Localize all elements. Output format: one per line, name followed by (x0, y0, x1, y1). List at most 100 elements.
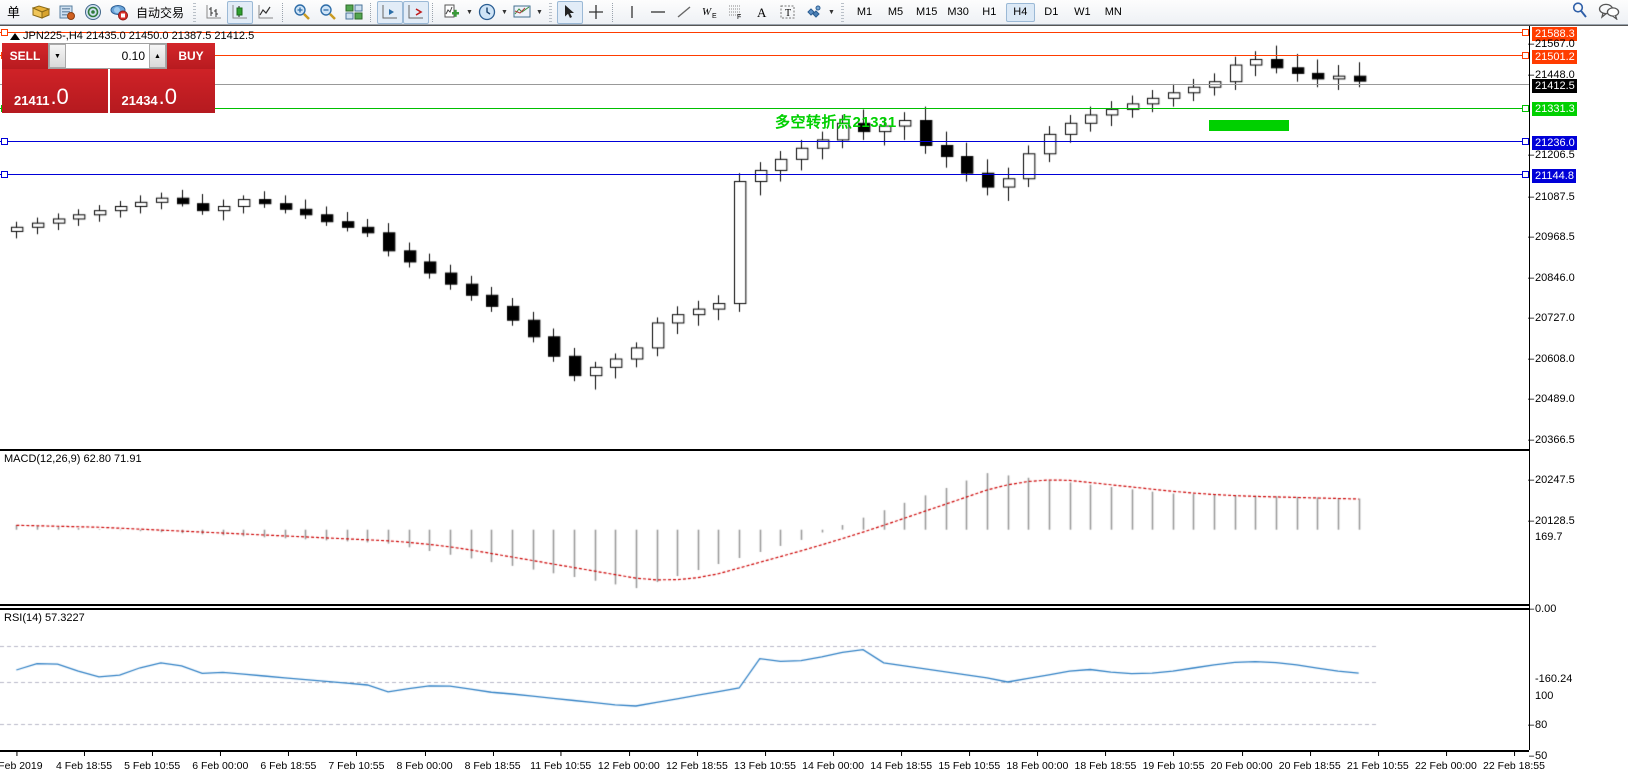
timeframe-h1[interactable]: H1 (982, 6, 997, 18)
toolbar-gripper-2[interactable] (547, 2, 555, 22)
time-axis-tick: 13 Feb 10:55 (734, 752, 796, 772)
level-handle-left-support-21236[interactable] (1, 138, 8, 145)
text-icon[interactable]: A (749, 1, 775, 24)
chart-shift-icon[interactable] (377, 0, 404, 24)
bar-chart-icon[interactable] (201, 1, 227, 24)
price-axis-divider (1529, 26, 1530, 750)
timeframe-w1[interactable]: W1 (1074, 6, 1091, 18)
buy-button[interactable]: BUY (167, 43, 215, 69)
trendline-icon[interactable] (671, 1, 697, 24)
timeframe-d1[interactable]: D1 (1044, 6, 1059, 18)
price-label-21236_0[interactable]: 21236.0 (1532, 136, 1577, 150)
templates-chevron-down-icon[interactable]: ▼ (536, 8, 543, 16)
price-label-21144_8[interactable]: 21144.8 (1532, 169, 1576, 183)
level-line-support-21236[interactable] (0, 141, 1529, 142)
sell-button[interactable]: SELL (2, 43, 48, 69)
toolbar-gripper-3[interactable] (839, 2, 847, 22)
price-label-21501_2[interactable]: 21501.2 (1532, 50, 1577, 64)
horizontal-line-icon[interactable] (645, 1, 671, 24)
time-axis-tick: 19 Feb 10:55 (1142, 752, 1205, 772)
autotrade-label[interactable]: 自动交易 (136, 5, 185, 20)
line-chart-icon[interactable] (253, 1, 279, 24)
auto-scroll-icon[interactable] (403, 0, 430, 24)
time-axis-tick: 5 Feb 10:55 (124, 752, 181, 772)
toolbar-sep-3 (432, 2, 436, 22)
timeframe-m5[interactable]: M5 (887, 6, 904, 18)
svg-text:A: A (757, 5, 767, 20)
price-label-21567_0: 21567.0 (1528, 37, 1577, 51)
volume-decrease-button[interactable]: ▼ (49, 44, 66, 68)
level-handle-left-support-21144[interactable] (1, 171, 8, 178)
zoom-out-icon[interactable] (315, 1, 341, 24)
folder-icon[interactable] (28, 1, 54, 24)
fibonacci-icon[interactable]: F (723, 1, 749, 24)
level-handle-resistance-21501[interactable] (1522, 52, 1529, 59)
label-icon[interactable]: T (775, 1, 801, 24)
price-label-20366_5: 20366.5 (1528, 433, 1577, 447)
main-price-pane[interactable] (0, 29, 1529, 445)
time-axis[interactable]: 4 Feb 2019 4 Feb 18:55 5 Feb 10:55 6 Feb 00… (0, 750, 1545, 774)
candlestick-chart-icon[interactable] (227, 0, 254, 24)
time-axis-tick: 20 Feb 00:00 (1210, 752, 1273, 772)
timeframe-m1[interactable]: M1 (856, 6, 873, 18)
one-click-trading-panel[interactable]: SELL ▼ 0.10 ▲ BUY 21411.0 21434.0 (2, 43, 215, 113)
level-line-pivot-21331[interactable] (0, 108, 1529, 109)
rsi-pane[interactable]: RSI(14) 57.3227 (0, 608, 1529, 750)
level-line-resistance-21501[interactable] (0, 55, 1529, 56)
timeframe-m15[interactable]: M15 (916, 6, 938, 18)
level-handle-support-21144[interactable] (1522, 171, 1529, 178)
indicators-chevron-down-icon[interactable]: ▼ (466, 8, 473, 16)
new-order-icon[interactable]: 单 (2, 1, 28, 24)
search-icon[interactable] (1571, 1, 1590, 23)
price-label-21331_3[interactable]: 21331.3 (1532, 102, 1577, 116)
sell-price-display[interactable]: 21411.0 (2, 69, 108, 113)
level-handle-resistance-21588[interactable] (1522, 29, 1529, 36)
timeframe-m30[interactable]: M30 (947, 6, 969, 18)
price-label-0_00: 0.00 (1528, 602, 1558, 616)
buy-price-display[interactable]: 21434.0 (107, 69, 215, 113)
period-chevron-down-icon[interactable]: ▼ (501, 8, 508, 16)
level-line-bid-line-21412[interactable] (0, 84, 1529, 85)
shapes-chevron-down-icon[interactable]: ▼ (828, 8, 835, 16)
time-axis-tick: 15 Feb 10:55 (938, 752, 1001, 772)
toolbar-gripper-1[interactable] (191, 2, 199, 22)
price-axis[interactable]: 21588.321567.021501.221448.021412.521331… (1528, 26, 1628, 762)
zoom-in-icon[interactable] (289, 1, 315, 24)
level-line-support-21144[interactable] (0, 174, 1529, 175)
price-label-21206_5: 21206.5 (1528, 148, 1577, 162)
indicators-icon[interactable] (439, 1, 465, 24)
time-axis-tick: 12 Feb 00:00 (597, 752, 660, 772)
level-line-resistance-21588[interactable] (0, 32, 1529, 33)
candlestick-canvas (0, 29, 1529, 445)
chart-area[interactable]: JPN225-,H4 21435.0 21450.0 21387.5 21412… (0, 25, 1628, 774)
shapes-icon[interactable] (801, 1, 827, 24)
volume-input[interactable]: 0.10 (66, 44, 149, 68)
templates-icon[interactable] (509, 1, 535, 24)
period-icon[interactable] (474, 1, 500, 24)
cursor-icon[interactable] (557, 0, 584, 24)
level-handle-left-resistance-21588[interactable] (1, 29, 8, 36)
crosshair-icon[interactable] (583, 1, 609, 24)
volume-stepper[interactable]: ▼ 0.10 ▲ (48, 43, 167, 69)
timeframe-mn[interactable]: MN (1104, 6, 1122, 18)
macd-pane[interactable]: MACD(12,26,9) 62.80 71.91 (0, 449, 1529, 606)
news-icon[interactable] (54, 1, 80, 24)
price-label-169_7: 169.7 (1535, 531, 1563, 543)
time-axis-tick: 7 Feb 10:55 (328, 752, 385, 772)
symbol-info-bar: JPN225-,H4 21435.0 21450.0 21387.5 21412… (10, 30, 254, 42)
autotrade-icon[interactable] (106, 1, 132, 24)
chat-icon[interactable] (1598, 2, 1620, 23)
tile-windows-icon[interactable] (341, 1, 367, 24)
level-handle-support-21236[interactable] (1522, 138, 1529, 145)
price-label-20727_0: 20727.0 (1528, 311, 1577, 325)
timeframe-h4[interactable]: H4 (1005, 2, 1035, 22)
price-label-21412_5[interactable]: 21412.5 (1532, 79, 1577, 93)
price-label-_160_24: -160.24 (1535, 673, 1573, 685)
macd-label: MACD(12,26,9) 62.80 71.91 (4, 453, 142, 465)
signals-icon[interactable] (80, 1, 106, 24)
vertical-line-icon[interactable] (619, 1, 645, 24)
level-handle-pivot-21331[interactable] (1522, 105, 1529, 112)
volume-increase-button[interactable]: ▲ (149, 44, 166, 68)
chart-annotation-label[interactable]: 多空转折点21331 (775, 114, 897, 131)
